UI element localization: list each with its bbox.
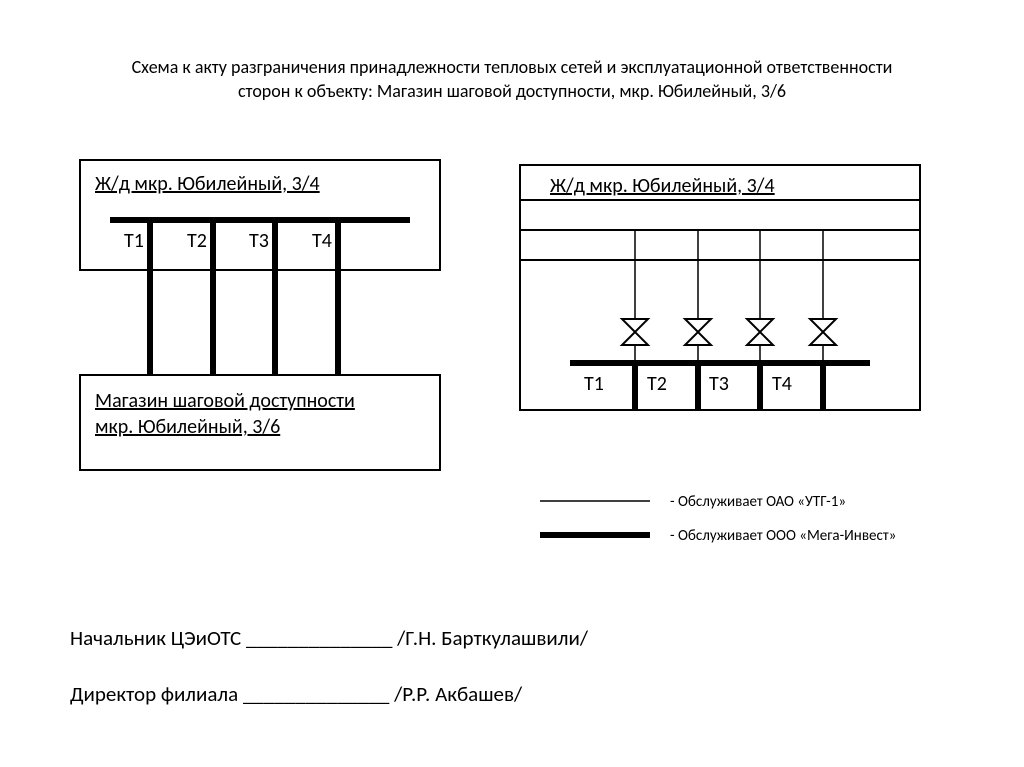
pipe-label-left-4: Т4 [312,229,332,253]
signature-block: Начальник ЦЭиОТС ______________ /Г.Н. Ба… [70,625,588,737]
pipe-label-left-2: Т2 [187,229,207,253]
sig1-blank: ______________ [246,625,392,651]
left-top-box: Ж/д мкр. Юбилейный, 3/4 Т1 Т2 Т3 Т4 [80,160,440,270]
pipe-label-right-2: Т2 [647,372,667,396]
sig2-name: /Р.Р. Акбашев/ [394,681,522,707]
sig2-role: Директор филиала [70,681,238,707]
legend-thick-label: - Обслуживает ООО «Мега-Инвест» [670,527,896,545]
left-bottom-box: Магазин шаговой доступности мкр. Юбилейн… [80,375,440,470]
pipe-label-right-4: Т4 [772,372,792,396]
pipe-label-left-1: Т1 [124,229,144,253]
valve-4 [810,319,836,345]
pipe-label-right-3: Т3 [709,372,729,396]
sig1-name: /Г.Н. Барткулашвили/ [397,625,588,651]
signature-row-2: Директор филиала ______________ /Р.Р. Ак… [70,681,588,707]
signature-row-1: Начальник ЦЭиОТС ______________ /Г.Н. Ба… [70,625,588,651]
valve-1 [622,319,648,345]
legend: - Обслуживает ОАО «УТГ-1» - Обслуживает … [540,493,896,545]
right-box-label: Ж/д мкр. Юбилейный, 3/4 [550,174,775,198]
legend-thin-label: - Обслуживает ОАО «УТГ-1» [670,493,846,511]
pipe-label-left-3: Т3 [249,229,269,253]
valve-2 [685,319,711,345]
left-top-box-label: Ж/д мкр. Юбилейный, 3/4 [95,172,320,196]
valve-3 [747,319,773,345]
sig2-blank: ______________ [243,681,389,707]
pipe-label-right-1: Т1 [584,372,604,396]
sig1-role: Начальник ЦЭиОТС [70,625,241,651]
left-bottom-box-label-1: Магазин шаговой доступности [95,389,355,413]
right-box: Ж/д мкр. Юбилейный, 3/4 [520,165,920,410]
left-bottom-box-label-2: мкр. Юбилейный, 3/6 [95,415,280,439]
